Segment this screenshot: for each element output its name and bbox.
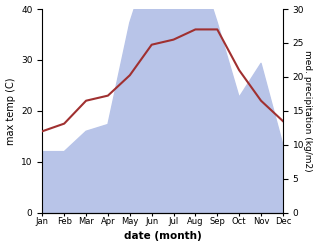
Y-axis label: max temp (C): max temp (C) bbox=[5, 77, 16, 145]
X-axis label: date (month): date (month) bbox=[124, 231, 202, 242]
Y-axis label: med. precipitation (kg/m2): med. precipitation (kg/m2) bbox=[303, 50, 313, 172]
